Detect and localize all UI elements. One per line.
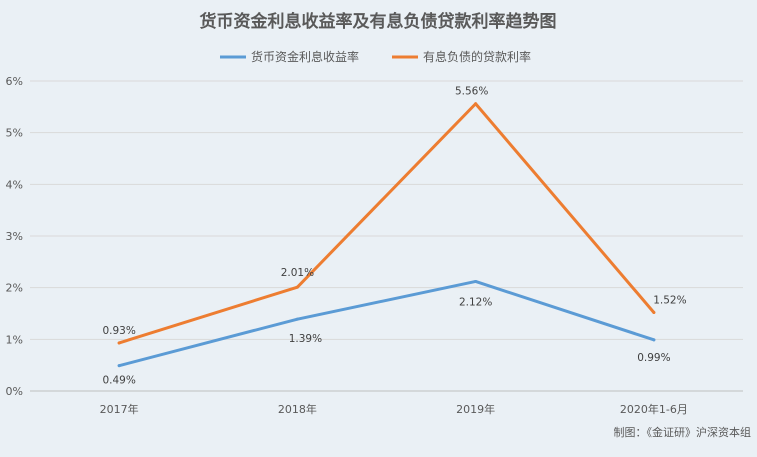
x-axis: 2017年 2018年 2019年 2020年1-6月 xyxy=(100,402,688,416)
series-line-2 xyxy=(117,102,656,345)
y-tick-label: 5% xyxy=(6,127,23,140)
chart-title: 货币资金利息收益率及有息负债贷款利率趋势图 xyxy=(200,11,557,32)
data-label: 0.99% xyxy=(637,352,670,364)
data-point xyxy=(295,285,299,289)
gridlines xyxy=(30,80,743,392)
data-point xyxy=(474,102,478,106)
chart-credit: 制图：《金证研》沪深资本组 xyxy=(614,425,752,439)
data-label: 1.52% xyxy=(653,294,686,306)
y-tick-label: 0% xyxy=(6,385,23,398)
data-label: 2.01% xyxy=(281,267,314,279)
legend-label-series-2: 有息负债的贷款利率 xyxy=(423,49,531,64)
x-tick-label: 2020年1-6月 xyxy=(620,402,688,416)
data-label: 5.56% xyxy=(455,86,488,98)
data-label: 2.12% xyxy=(459,296,492,308)
x-tick-label: 2018年 xyxy=(278,402,317,416)
legend-label-series-1: 货币资金利息收益率 xyxy=(251,49,359,64)
data-label: 0.93% xyxy=(102,325,135,337)
data-label: 1.39% xyxy=(289,333,322,345)
y-tick-label: 2% xyxy=(6,282,23,295)
data-point xyxy=(117,364,121,368)
y-axis: 0% 1% 2% 3% 4% 5% 6% xyxy=(6,75,23,398)
x-tick-label: 2019年 xyxy=(456,402,495,416)
data-labels: 0.49% 1.39% 2.12% 0.99% 0.93% 2.01% 5.56% 1.52% xyxy=(102,86,686,387)
data-label: 0.49% xyxy=(102,375,135,387)
data-point xyxy=(474,279,478,283)
y-tick-label: 3% xyxy=(6,230,23,243)
data-point xyxy=(117,341,121,345)
data-point xyxy=(652,338,656,342)
series-lines xyxy=(117,102,656,368)
data-point xyxy=(295,317,299,321)
y-tick-label: 4% xyxy=(6,178,23,191)
legend: 货币资金利息收益率 有息负债的贷款利率 xyxy=(220,49,531,64)
y-tick-label: 1% xyxy=(6,333,23,346)
x-tick-label: 2017年 xyxy=(100,402,139,416)
data-point xyxy=(652,310,656,314)
y-tick-label: 6% xyxy=(6,75,23,88)
series-line-1 xyxy=(117,279,656,368)
